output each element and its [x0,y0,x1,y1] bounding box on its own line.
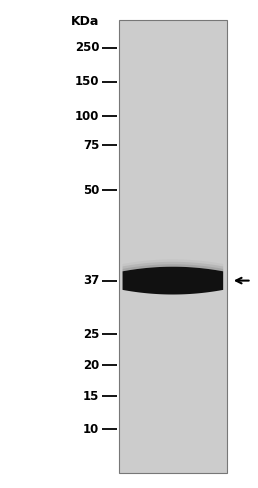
Text: 20: 20 [83,359,99,371]
Text: 10: 10 [83,423,99,436]
Text: 15: 15 [83,390,99,403]
Text: 75: 75 [83,139,99,152]
Text: KDa: KDa [71,16,99,28]
Polygon shape [123,264,223,271]
Polygon shape [123,262,223,271]
Polygon shape [123,260,223,271]
Bar [119,20,227,473]
Text: 100: 100 [75,110,99,122]
Text: 50: 50 [83,184,99,197]
Text: 25: 25 [83,328,99,341]
Text: 37: 37 [83,274,99,287]
Text: 250: 250 [75,41,99,54]
Text: 150: 150 [75,76,99,88]
Polygon shape [123,267,223,294]
